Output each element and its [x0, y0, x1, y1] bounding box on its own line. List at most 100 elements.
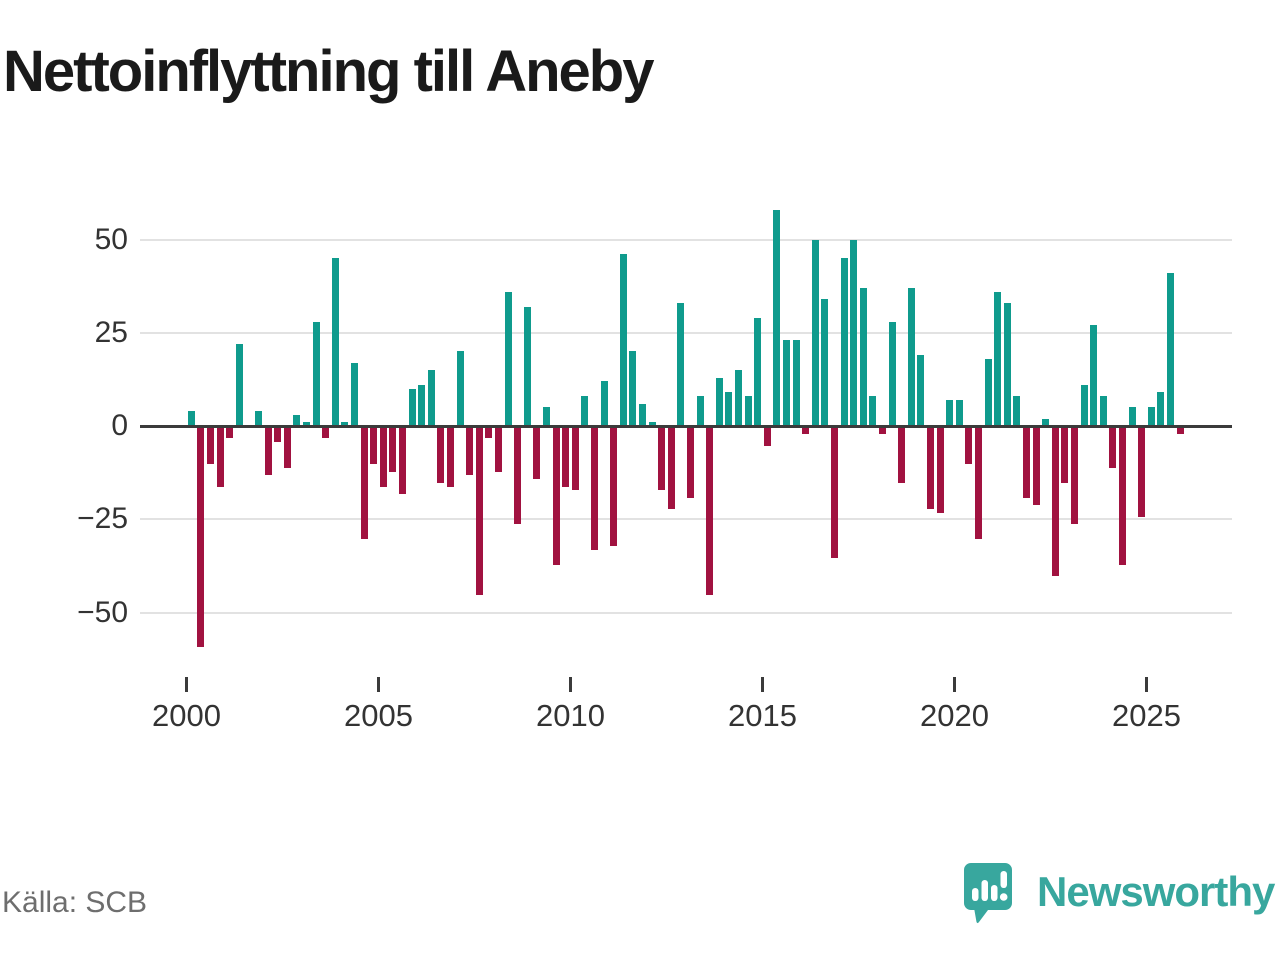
bar — [917, 355, 925, 426]
x-tick-label: 2000 — [152, 698, 221, 733]
bar — [735, 370, 742, 426]
logo-bar-2 — [981, 880, 988, 901]
bar — [274, 427, 282, 442]
x-tick — [1145, 677, 1148, 692]
bar — [869, 396, 877, 426]
bar — [667, 427, 675, 510]
bar — [975, 427, 982, 539]
bar — [408, 388, 416, 426]
bar — [687, 427, 694, 498]
bar — [783, 340, 790, 426]
bar — [523, 306, 531, 426]
gridline--50 — [140, 611, 1232, 614]
bar — [1176, 427, 1184, 435]
bar — [600, 381, 608, 426]
bar — [936, 427, 944, 513]
bar — [562, 427, 570, 487]
bar — [831, 427, 838, 558]
bar — [1138, 427, 1146, 517]
bar — [399, 427, 406, 495]
bar — [619, 254, 627, 426]
bar — [792, 340, 800, 426]
bar — [1119, 427, 1126, 565]
bar — [888, 321, 896, 426]
bar — [341, 422, 349, 426]
bar — [1061, 427, 1069, 483]
bar — [207, 427, 214, 465]
bar — [389, 427, 397, 472]
bar — [226, 427, 234, 439]
y-tick-label: 25 — [94, 315, 128, 349]
bar — [744, 396, 752, 426]
bar — [552, 427, 560, 565]
x-tick — [761, 677, 764, 692]
bar — [1128, 407, 1136, 426]
bar — [197, 427, 205, 648]
x-tick-label: 2015 — [728, 698, 797, 733]
bar — [514, 427, 522, 524]
x-tick-label: 2020 — [920, 698, 989, 733]
bar — [1167, 273, 1174, 426]
bar — [581, 396, 589, 426]
x-tick-label: 2005 — [344, 698, 413, 733]
logo-exclamation-bar — [1000, 871, 1007, 888]
bar — [293, 414, 301, 426]
bar — [1080, 384, 1088, 426]
bar — [840, 258, 848, 426]
bar — [984, 358, 992, 426]
x-tick-label: 2025 — [1112, 698, 1181, 733]
source-label: Källa: SCB — [2, 886, 148, 919]
bar — [591, 427, 598, 551]
bar — [677, 302, 685, 426]
bar — [255, 411, 262, 426]
bar — [802, 427, 810, 435]
page-title: Nettoinflyttning till Aneby — [3, 39, 654, 104]
logo-bar-3 — [991, 885, 998, 901]
bar — [1003, 302, 1011, 426]
bar — [370, 427, 378, 465]
bar — [351, 362, 358, 426]
bar — [1042, 418, 1050, 426]
bar — [773, 209, 781, 426]
bar — [475, 427, 483, 595]
bar — [1013, 396, 1021, 426]
gridline-25 — [140, 331, 1232, 334]
bar — [706, 427, 714, 595]
bar — [543, 407, 550, 426]
bar — [1157, 392, 1165, 426]
y-tick-label: −25 — [77, 502, 128, 536]
zero-axis-line — [140, 424, 1232, 428]
y-tick-label: 0 — [111, 409, 128, 442]
bar — [1051, 427, 1059, 577]
x-tick — [569, 677, 572, 692]
bar — [658, 427, 666, 491]
bar — [610, 427, 618, 547]
bar — [763, 427, 771, 446]
bar — [303, 422, 310, 426]
bar — [187, 411, 195, 426]
newsworthy-logo: Newsworthy — [961, 862, 1275, 926]
bar — [418, 384, 426, 426]
y-tick-label: −50 — [77, 595, 128, 629]
bar — [379, 427, 387, 487]
bar — [754, 317, 762, 426]
bar — [1147, 407, 1155, 426]
bar — [715, 377, 723, 426]
bar — [283, 427, 291, 469]
bar — [994, 291, 1002, 426]
bar — [360, 427, 368, 539]
bar — [725, 392, 733, 426]
bar — [955, 399, 963, 426]
bar — [533, 427, 541, 480]
x-tick — [953, 677, 956, 692]
bar — [811, 239, 819, 426]
bar — [456, 351, 464, 426]
y-tick-label: 50 — [94, 222, 128, 256]
x-tick-label: 2010 — [536, 698, 605, 733]
bar — [1023, 427, 1030, 498]
bar — [504, 291, 512, 426]
newsworthy-icon — [964, 863, 1012, 924]
bar — [907, 287, 915, 426]
bar — [927, 427, 934, 510]
